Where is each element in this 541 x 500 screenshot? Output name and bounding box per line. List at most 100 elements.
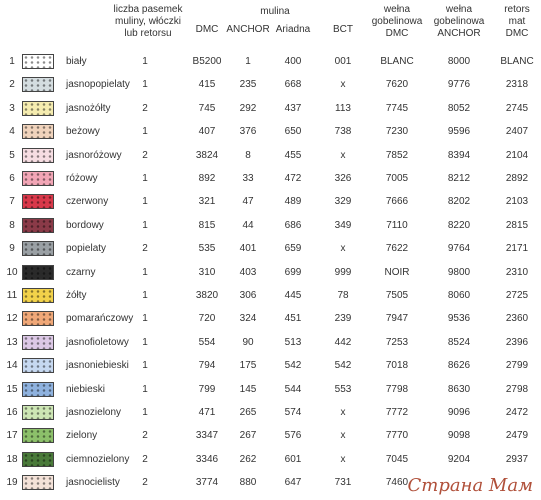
code-cell: 699: [284, 266, 302, 278]
skein-count: 1: [142, 290, 148, 301]
code-cell: 349: [334, 219, 352, 231]
row-number: 8: [9, 219, 15, 231]
code-cell: 659: [284, 243, 302, 255]
skein-count: 1: [142, 313, 148, 325]
code-cell: 329: [334, 196, 352, 208]
row-number: 4: [9, 126, 15, 138]
swatch: [22, 147, 54, 163]
color-name: biały: [66, 56, 87, 67]
swatch: [22, 381, 54, 397]
row-number: 9: [9, 243, 15, 255]
code-cell: 324: [239, 313, 257, 325]
code-cell: 33: [242, 173, 254, 184]
color-name: jasnocielisty: [66, 477, 120, 489]
code-cell: 9800: [447, 266, 471, 278]
code-cell: 78: [337, 290, 349, 301]
swatch: [22, 358, 54, 374]
code-cell: 542: [284, 360, 302, 372]
code-cell: 3824: [195, 149, 219, 161]
skein-count: 1: [142, 126, 148, 138]
code-cell: 7230: [385, 126, 409, 138]
code-cell: 2472: [505, 407, 529, 418]
code-cell: 3347: [195, 430, 219, 442]
code-cell: 601: [284, 453, 302, 465]
color-name: beżowy: [66, 126, 100, 138]
color-name: popielaty: [66, 243, 107, 255]
code-cell: 8212: [447, 173, 471, 184]
row-number: 2: [9, 79, 15, 91]
code-cell: 9596: [447, 126, 471, 138]
code-cell: 451: [284, 313, 302, 325]
code-cell: 113: [335, 102, 351, 114]
skein-count: 1: [142, 219, 148, 231]
row-number: 1: [9, 56, 15, 67]
code-cell: 574: [284, 407, 302, 418]
header-mulina: mulina: [260, 6, 290, 17]
code-cell: 2798: [505, 383, 529, 395]
code-cell: 8052: [447, 102, 471, 114]
code-cell: 2396: [505, 336, 529, 348]
code-cell: 455: [284, 149, 302, 161]
code-cell: 2799: [505, 360, 529, 372]
skein-count: 1: [142, 336, 148, 348]
code-cell: x: [340, 149, 346, 161]
skein-count: 2: [142, 149, 148, 161]
color-name: jasnofioletowy: [66, 336, 129, 348]
column-header: Ariadna: [275, 24, 311, 35]
watermark: Страна Мам: [407, 475, 534, 496]
code-cell: 7505: [385, 290, 409, 301]
skein-count: 2: [142, 430, 148, 442]
code-cell: 7110: [386, 219, 408, 231]
code-cell: 47: [242, 196, 254, 208]
color-name: jasnoniebieski: [66, 360, 129, 372]
row-number: 3: [9, 102, 15, 114]
code-cell: 7798: [385, 383, 409, 395]
row-number: 10: [6, 266, 18, 278]
code-cell: 650: [284, 126, 302, 138]
code-cell: 731: [334, 477, 352, 489]
code-cell: 7622: [385, 243, 409, 255]
code-cell: 9098: [447, 430, 471, 442]
code-cell: 999: [334, 266, 352, 278]
code-cell: 471: [198, 407, 216, 418]
code-cell: 326: [334, 173, 352, 184]
code-cell: 2725: [505, 290, 529, 301]
code-cell: 7620: [385, 79, 409, 91]
code-cell: 239: [334, 313, 352, 325]
swatch: [22, 100, 54, 116]
code-cell: 815: [198, 219, 216, 231]
code-cell: 472: [284, 173, 302, 184]
code-cell: 442: [334, 336, 352, 348]
color-name: jasnozielony: [66, 407, 122, 418]
header-count: liczba pasemek muliny, włóczki lub retor…: [113, 4, 183, 39]
row-number: 18: [6, 453, 18, 465]
skein-count: 1: [142, 360, 148, 372]
header-wool-anchor: wełna gobelinowa ANCHOR: [433, 4, 485, 39]
code-cell: 8220: [447, 219, 471, 231]
swatch: [22, 311, 54, 327]
code-cell: 145: [239, 383, 257, 395]
code-cell: 2318: [505, 79, 529, 91]
code-cell: 265: [239, 407, 257, 418]
code-cell: 880: [239, 477, 257, 489]
code-cell: 7772: [385, 407, 409, 418]
code-cell: 001: [334, 56, 352, 67]
skein-count: 2: [142, 453, 148, 465]
color-name: czarny: [66, 266, 96, 278]
column-header: DMC: [195, 24, 219, 35]
skein-count: 1: [142, 266, 148, 278]
code-cell: 1: [245, 56, 251, 67]
code-cell: 2745: [505, 102, 529, 114]
code-cell: x: [340, 407, 346, 418]
code-cell: 8524: [447, 336, 471, 348]
code-cell: BLANC: [500, 56, 534, 67]
code-cell: 2310: [505, 266, 529, 278]
code-cell: 7745: [385, 102, 409, 114]
skein-count: 1: [142, 196, 148, 208]
code-cell: 267: [239, 430, 257, 442]
code-cell: x: [340, 430, 346, 442]
row-number: 15: [6, 383, 18, 395]
swatch: [22, 124, 54, 140]
code-cell: 400: [284, 56, 302, 67]
